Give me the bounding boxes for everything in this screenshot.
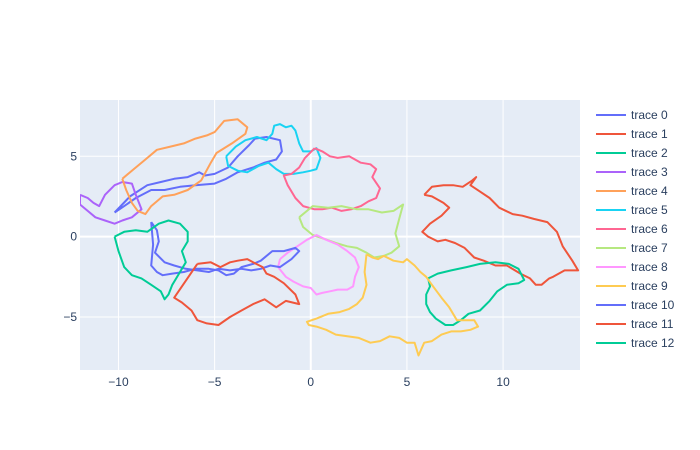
legend-label: trace 3 <box>631 165 668 179</box>
legend-label: trace 7 <box>631 241 668 255</box>
axis-tick-labels: −10 −5 0 5 10 −5 0 5 <box>63 149 510 389</box>
series-line-trace-12 <box>113 219 189 301</box>
legend-item[interactable]: trace 6 <box>596 222 668 236</box>
grid-lines <box>80 100 580 370</box>
legend-item[interactable]: trace 8 <box>596 260 668 274</box>
legend-item[interactable]: trace 4 <box>596 184 668 198</box>
legend-label: trace 9 <box>631 279 668 293</box>
series-line-trace-0 <box>113 136 283 214</box>
legend-item[interactable]: trace 11 <box>596 317 674 331</box>
legend-item[interactable]: trace 10 <box>596 298 675 312</box>
legend-item[interactable]: trace 2 <box>596 146 668 160</box>
series-line-trace-9 <box>305 253 480 357</box>
legend-label: trace 5 <box>631 203 668 217</box>
series-line-trace-2 <box>425 261 526 326</box>
series-line-trace-4 <box>121 118 249 216</box>
y-tick-label: 5 <box>70 149 77 163</box>
legend-item[interactable]: trace 12 <box>596 336 675 350</box>
x-tick-label: 10 <box>496 375 510 389</box>
legend-label: trace 10 <box>631 298 675 312</box>
legend-item[interactable]: trace 5 <box>596 203 668 217</box>
series-line-trace-10 <box>150 221 301 277</box>
series-line-trace-8 <box>277 234 360 296</box>
legend-label: trace 1 <box>631 127 668 141</box>
y-tick-label: −5 <box>63 310 77 324</box>
legend-label: trace 2 <box>631 146 668 160</box>
series-line-trace-11 <box>173 258 301 326</box>
trace-layer <box>80 118 580 357</box>
y-tick-label: 0 <box>70 230 77 244</box>
legend-label: trace 8 <box>631 260 668 274</box>
series-line-trace-1 <box>421 176 580 286</box>
legend-item[interactable]: trace 9 <box>596 279 668 293</box>
legend-item[interactable]: trace 0 <box>596 108 668 122</box>
legend-item[interactable]: trace 3 <box>596 165 668 179</box>
x-tick-label: 0 <box>307 375 314 389</box>
legend-item[interactable]: trace 7 <box>596 241 668 255</box>
x-tick-label: 5 <box>404 375 411 389</box>
legend-label: trace 0 <box>631 108 668 122</box>
series-line-trace-3 <box>80 181 143 225</box>
legend-label: trace 12 <box>631 336 675 350</box>
legend-item[interactable]: trace 1 <box>596 127 668 141</box>
plot-background <box>80 100 580 370</box>
legend-label: trace 11 <box>631 317 674 331</box>
legend-label: trace 6 <box>631 222 668 236</box>
series-line-trace-6 <box>282 147 381 212</box>
x-tick-label: −10 <box>108 375 129 389</box>
legend[interactable]: trace 0 trace 1 trace 2 trace 3 trace 4 trace… <box>596 108 675 350</box>
x-tick-label: −5 <box>208 375 222 389</box>
legend-label: trace 4 <box>631 184 668 198</box>
